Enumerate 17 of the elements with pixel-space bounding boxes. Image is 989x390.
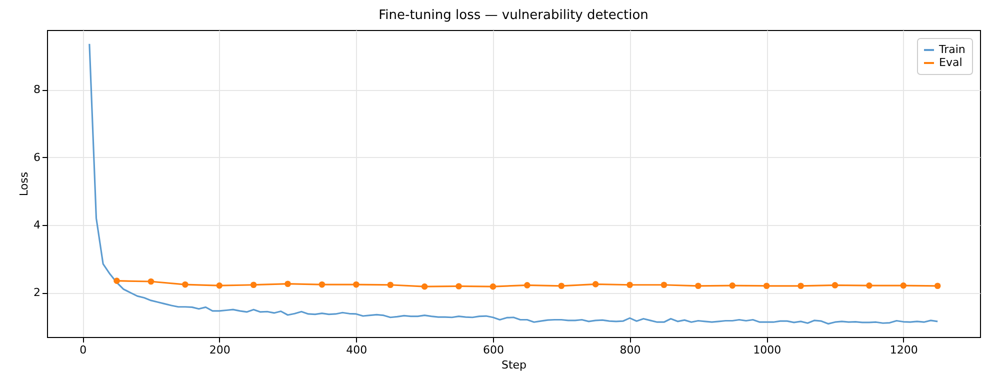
legend-label: Eval bbox=[939, 56, 962, 69]
x-tick-label: 1200 bbox=[890, 344, 918, 356]
y-tick-label: 2 bbox=[34, 286, 40, 300]
x-tick-label: 800 bbox=[620, 344, 641, 356]
x-axis-title: Step bbox=[501, 358, 527, 372]
y-axis-title: Loss bbox=[18, 172, 30, 196]
x-tick-label: 0 bbox=[80, 344, 87, 356]
y-tick-label: 4 bbox=[34, 218, 40, 232]
x-tick-label: 600 bbox=[482, 344, 504, 356]
x-tick-label: 400 bbox=[346, 344, 368, 356]
x-tick-label: 200 bbox=[209, 344, 230, 356]
legend-label: Train bbox=[938, 43, 966, 56]
chart-title: Fine-tuning loss — vulnerability detection bbox=[378, 8, 648, 23]
x-tick-label: 1000 bbox=[753, 344, 782, 356]
line-series bbox=[88, 43, 938, 325]
y-tick-label: 6 bbox=[34, 150, 40, 164]
y-tick-label: 8 bbox=[34, 83, 40, 96]
